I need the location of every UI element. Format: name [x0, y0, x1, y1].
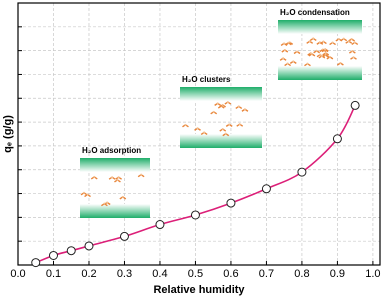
- water-molecule-atom: [320, 54, 323, 57]
- x-tick-label: 0.3: [117, 268, 132, 280]
- water-molecule-atom: [353, 41, 356, 44]
- data-point: [31, 258, 41, 268]
- water-molecule-atom: [292, 60, 295, 63]
- water-molecule-atom: [347, 40, 350, 43]
- x-tick-label: 0.8: [294, 268, 309, 280]
- x-tick-label: 0.1: [46, 268, 61, 280]
- water-molecule-atom: [287, 41, 290, 44]
- water-molecule-atom: [106, 201, 109, 204]
- inset-top-layer: [278, 20, 362, 34]
- inset-top-layer: [80, 158, 150, 172]
- water-molecule-atom: [221, 103, 224, 106]
- x-tick-label: 1.0: [365, 268, 380, 280]
- water-molecule-atom: [283, 49, 286, 52]
- water-molecule-atom: [212, 110, 215, 113]
- water-molecule-atom: [319, 53, 322, 56]
- data-point: [190, 210, 200, 220]
- annotation: H₂O condensation: [280, 8, 350, 17]
- water-molecule-atom: [83, 191, 85, 194]
- annotation: H₂O clusters: [182, 75, 231, 84]
- water-molecule-atom: [93, 175, 96, 178]
- water-molecule-atom: [324, 51, 327, 54]
- x-tick-label: 0.5: [188, 268, 203, 280]
- water-molecule-atom: [331, 41, 334, 44]
- x-tick-label: 0.2: [81, 268, 96, 280]
- water-molecule-atom: [184, 123, 187, 126]
- water-molecule-atom: [103, 202, 106, 205]
- water-molecule-atom: [121, 195, 124, 198]
- water-molecule-atom: [86, 193, 89, 196]
- x-tick-label: 0.4: [152, 268, 167, 280]
- water-molecule-atom: [196, 127, 199, 130]
- water-molecule-atom: [306, 62, 309, 65]
- water-molecule-atom: [339, 61, 342, 64]
- water-molecule-atom: [216, 102, 219, 105]
- water-molecule-atom: [328, 55, 331, 58]
- water-molecule-atom: [224, 132, 227, 135]
- water-molecule-atom: [286, 62, 289, 65]
- water-molecule-atom: [342, 37, 345, 40]
- x-tick-label: 0.0: [10, 268, 25, 280]
- water-molecule-atom: [350, 38, 353, 41]
- water-molecule-atom: [203, 131, 206, 134]
- data-point: [48, 250, 58, 260]
- water-molecule-atom: [315, 49, 318, 52]
- x-tick-label: 0.9: [330, 268, 345, 280]
- water-molecule-atom: [226, 101, 229, 104]
- plot-frame: [17, 2, 381, 266]
- data-point: [297, 167, 307, 177]
- inset-bottom-layer: [180, 134, 262, 148]
- data-point: [261, 184, 271, 194]
- water-molecule-atom: [312, 37, 315, 40]
- water-molecule-atom: [296, 50, 299, 53]
- water-molecule-atom: [111, 176, 114, 179]
- data-point: [155, 220, 165, 230]
- inset-top-layer: [180, 87, 262, 101]
- water-molecule-atom: [116, 178, 119, 181]
- water-molecule-atom: [322, 40, 325, 43]
- water-molecule-atom: [237, 105, 240, 108]
- inset-bottom-layer: [278, 66, 362, 80]
- y-axis-label: qₑ (g/g): [2, 115, 14, 153]
- data-point: [66, 246, 76, 256]
- annotation: H₂O adsorption: [82, 146, 141, 155]
- x-tick-label: 0.7: [259, 268, 274, 280]
- water-molecule-atom: [228, 123, 231, 126]
- x-tick-label: 0.6: [223, 268, 238, 280]
- water-molecule-atom: [337, 37, 340, 40]
- inset-bottom-layer: [80, 204, 150, 218]
- data-point: [332, 134, 342, 144]
- water-molecule-atom: [238, 123, 241, 126]
- water-molecule-atom: [283, 42, 286, 45]
- data-point: [119, 231, 129, 241]
- water-molecule-atom: [243, 108, 246, 111]
- data-point: [350, 100, 360, 110]
- water-molecule-atom: [308, 40, 311, 43]
- data-point: [84, 241, 94, 251]
- x-axis-label: Relative humidity: [153, 284, 245, 296]
- data-point: [226, 198, 236, 208]
- water-molecule-atom: [221, 128, 224, 131]
- water-molecule-atom: [140, 173, 143, 176]
- water-molecule-atom: [117, 176, 120, 179]
- water-molecule-atom: [282, 57, 285, 60]
- water-molecule-atom: [324, 48, 327, 51]
- water-molecule-atom: [351, 50, 354, 53]
- water-molecule-atom: [310, 52, 313, 55]
- water-molecule-atom: [352, 56, 355, 59]
